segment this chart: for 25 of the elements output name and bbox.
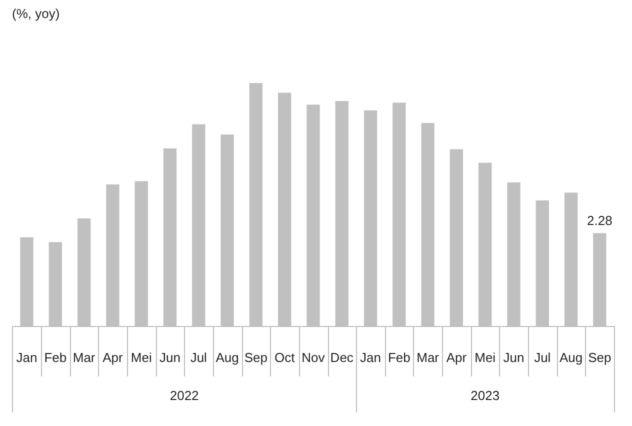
x-tick-label: Jul: [190, 350, 208, 365]
x-tick-label: Aug: [216, 350, 239, 365]
x-tick-label: Oct: [274, 350, 296, 365]
x-tick-label: Mar: [72, 350, 96, 365]
x-tick-label: Nov: [302, 350, 326, 365]
text: 2022: [170, 388, 199, 403]
text: 2023: [470, 388, 500, 403]
x-tick-label: Jan: [16, 350, 38, 365]
x-tick-label: Mei: [130, 350, 152, 365]
x-tick-label: Jan: [360, 350, 381, 365]
x-tick-label: Apr: [446, 350, 468, 365]
x-tick-label: Jul: [534, 350, 551, 365]
text: (%, yoy): [12, 6, 60, 22]
x-tick-label: Jun: [503, 350, 524, 365]
data-label: 2.28: [587, 213, 612, 228]
x-tick-label: Dec: [330, 350, 354, 365]
x-tick-label: Jun: [160, 350, 180, 365]
x-tick-label: Feb: [44, 350, 67, 365]
x-tick-label: Sep: [244, 350, 268, 365]
x-tick-label: Sep: [588, 350, 612, 365]
x-tick-label: Mei: [474, 350, 496, 365]
x-tick-label: Mar: [416, 350, 440, 365]
x-tick-label: Apr: [102, 350, 124, 365]
x-tick-label: Aug: [559, 350, 583, 365]
x-tick-label: Feb: [388, 350, 410, 365]
